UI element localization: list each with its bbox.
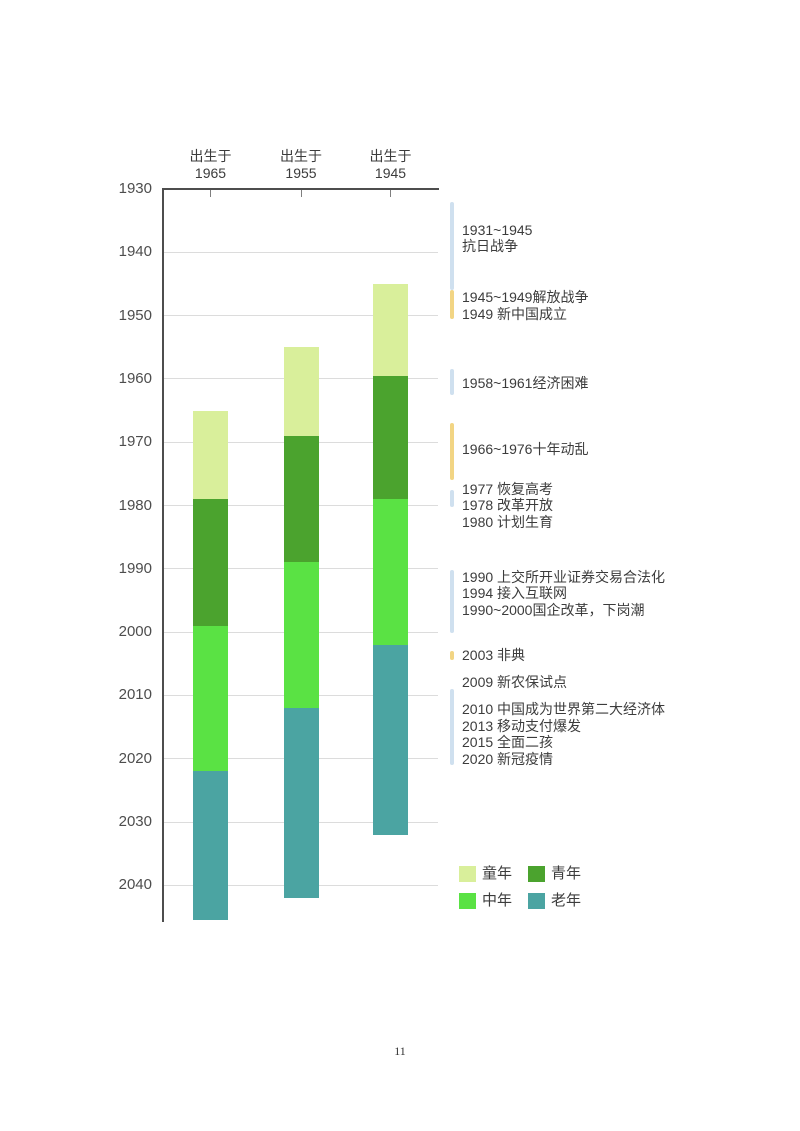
axis-tick [390, 190, 391, 197]
annotation-line: 1990 上交所开业证券交易合法化 [462, 568, 666, 585]
annotation-line: 1980 计划生育 [462, 513, 554, 530]
y-axis-label: 2020 [118, 749, 152, 767]
annotation-text-5: 1990 上交所开业证券交易合法化 1994 接入互联网 1990~2000国企改革… [462, 569, 665, 619]
y-axis-label: 2040 [118, 876, 152, 894]
x-axis-top-line [163, 188, 439, 190]
annotation-marker-2 [450, 369, 454, 395]
legend-swatch-青年 [528, 866, 545, 882]
legend-swatch-老年 [528, 893, 545, 909]
bar-segment-中年 [373, 499, 408, 645]
bar-header-line: 出生于 [280, 148, 322, 164]
bar-header-born-1945: 出生于 1945 [346, 148, 436, 182]
bar-segment-青年 [193, 499, 228, 626]
y-axis-line [162, 188, 164, 922]
y-axis-label: 1930 [118, 180, 152, 197]
annotation-line: 2009 新农保试点 [462, 673, 568, 690]
bar-header-line: 1945 [374, 165, 407, 181]
annotation-line: 1958~1961经济困难 [462, 375, 589, 392]
bar-segment-中年 [193, 625, 228, 772]
bar-segment-童年 [373, 283, 408, 376]
bar-segment-中年 [283, 562, 319, 709]
annotation-line: 1966~1976十年动乱 [462, 440, 589, 457]
bar-header-line: 1955 [285, 165, 317, 181]
annotation-marker-6 [450, 651, 454, 660]
annotation-marker-1 [450, 290, 454, 319]
legend-label-青年: 青年 [551, 865, 582, 882]
annotation-text-2: 1958~1961经济困难 [462, 375, 588, 392]
bar-header-line: 出生于 [189, 148, 232, 164]
legend-swatch-中年 [459, 893, 476, 909]
annotation-text-0: 1931~1945 抗日战争 [462, 222, 532, 255]
y-axis-label: 2000 [118, 623, 152, 641]
annotation-text-8: 2010 中国成为世界第二大经济体 2013 移动支付爆发 2015 全面二孩 202… [462, 701, 665, 767]
annotation-text-1: 1945~1949解放战争 1949 新中国成立 [462, 289, 588, 322]
legend-label-老年: 老年 [551, 892, 582, 909]
bar-segment-童年 [283, 347, 319, 436]
annotation-marker-5 [450, 570, 454, 634]
annotation-line: 1994 接入互联网 [462, 585, 568, 602]
annotation-line: 抗日战争 [462, 238, 518, 255]
annotation-line: 1977 恢复高考 [462, 480, 554, 497]
annotation-line: 1990~2000国企改革，下岗潮 [462, 601, 645, 618]
annotation-line: 2003 非典 [462, 647, 526, 664]
annotation-text-3: 1966~1976十年动乱 [462, 441, 588, 458]
y-axis-label: 2030 [118, 813, 152, 830]
y-axis-label: 1950 [118, 306, 152, 324]
annotation-line: 1949 新中国成立 [462, 305, 568, 322]
y-axis-label: 1980 [118, 496, 152, 514]
bar-segment-老年 [373, 644, 408, 835]
annotation-line: 2020 新冠疫情 [462, 750, 554, 767]
annotation-text-4: 1977 恢复高考 1978 改革开放 1980 计划生育 [462, 481, 553, 531]
y-axis-label: 1970 [118, 433, 152, 451]
y-axis-label: 1940 [118, 243, 152, 261]
y-axis-label: 2010 [118, 686, 152, 704]
bar-segment-老年 [193, 771, 228, 921]
annotation-marker-0 [450, 201, 454, 291]
legend-label-中年: 中年 [482, 892, 513, 909]
legend-label-童年: 童年 [482, 865, 513, 882]
axis-tick [300, 190, 302, 197]
y-axis-label: 1990 [118, 559, 152, 577]
bar-header-born-1955: 出生于 1955 [256, 148, 346, 182]
bar-header-line: 出生于 [369, 148, 412, 164]
annotation-line: 1931~1945 [462, 221, 533, 238]
legend-swatch-童年 [459, 866, 476, 882]
gridline-1940 [164, 251, 438, 253]
bar-segment-童年 [193, 410, 228, 500]
bar-header-born-1965: 出生于 1965 [166, 148, 256, 182]
annotation-marker-3 [450, 423, 454, 481]
page-number: 11 [394, 1044, 406, 1058]
axis-tick [210, 190, 211, 197]
annotation-line: 2015 全面二孩 [462, 734, 554, 751]
annotation-text-6: 2003 非典 [462, 647, 525, 664]
gridline-1950 [164, 315, 438, 317]
bar-segment-青年 [373, 375, 408, 500]
annotation-marker-4 [450, 489, 454, 508]
annotation-line: 2010 中国成为世界第二大经济体 [462, 701, 666, 718]
bar-header-line: 1965 [194, 165, 227, 181]
annotation-marker-7 [450, 689, 454, 766]
annotation-line: 1978 改革开放 [462, 497, 554, 514]
annotation-line: 1945~1949解放战争 [462, 289, 589, 305]
bar-segment-老年 [283, 708, 319, 898]
y-axis-label: 1960 [118, 369, 152, 387]
annotation-text-7: 2009 新农保试点 [462, 674, 567, 691]
bar-segment-青年 [283, 435, 319, 563]
annotation-line: 2013 移动支付爆发 [462, 717, 582, 734]
